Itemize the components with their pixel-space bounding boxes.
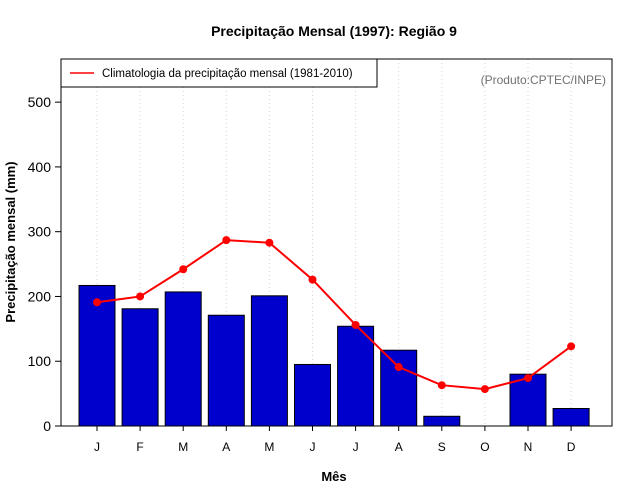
climatology-point	[93, 298, 101, 307]
climatology-point	[136, 292, 145, 301]
bar	[164, 291, 202, 427]
y-tick-label: 300	[28, 224, 52, 240]
x-tick-label: J	[310, 440, 316, 454]
legend-box	[60, 58, 378, 88]
credit-text: (Produto:CPTEC/INPE)	[481, 73, 606, 87]
y-tick-label: 500	[28, 94, 52, 110]
x-tick-label: J	[353, 440, 359, 454]
climatology-point	[394, 363, 403, 372]
bar	[121, 308, 159, 427]
chart-title: Precipitação Mensal (1997): Região 9	[211, 23, 457, 39]
x-tick-label: M	[178, 440, 188, 454]
bar	[78, 284, 116, 427]
climatology-point	[265, 238, 274, 247]
climatology-point	[480, 385, 489, 394]
y-axis-label: Precipitação mensal (mm)	[3, 161, 18, 322]
y-tick-label: 200	[28, 288, 52, 304]
y-tick-label: 0	[43, 418, 51, 434]
x-tick-label: S	[438, 440, 446, 454]
x-tick-label: J	[94, 440, 100, 454]
x-tick-label: A	[222, 440, 230, 454]
bar	[207, 314, 245, 427]
bar	[509, 373, 547, 427]
bar	[337, 325, 375, 427]
x-tick-label: A	[395, 440, 403, 454]
x-axis-label: Mês	[321, 469, 346, 484]
bar	[423, 415, 461, 427]
bar	[552, 408, 590, 427]
x-tick-label: O	[480, 440, 489, 454]
bar	[250, 295, 288, 427]
y-tick-label: 100	[28, 353, 52, 369]
climatology-point	[179, 265, 188, 274]
x-tick-label: F	[136, 440, 143, 454]
y-axis: 0 100 200 300 400 500	[28, 94, 61, 434]
x-tick-label: M	[264, 440, 274, 454]
x-tick-label: D	[567, 440, 576, 454]
x-tick-label: N	[524, 440, 533, 454]
climatology-point	[437, 381, 446, 390]
climatology-point	[351, 320, 360, 329]
climatology-point	[524, 374, 532, 383]
climatology-line-group	[93, 236, 576, 394]
bars-group	[78, 284, 590, 427]
climatology-line	[96, 239, 572, 391]
climatology-point	[567, 342, 576, 351]
bar	[294, 363, 331, 427]
y-tick-label: 400	[28, 159, 52, 175]
climatology-point	[222, 236, 231, 245]
legend-label: Climatologia da precipitação mensal (198…	[102, 68, 353, 80]
bar	[380, 349, 418, 427]
climatology-point	[308, 275, 317, 284]
legend: Climatologia da precipitação mensal (198…	[60, 58, 378, 88]
